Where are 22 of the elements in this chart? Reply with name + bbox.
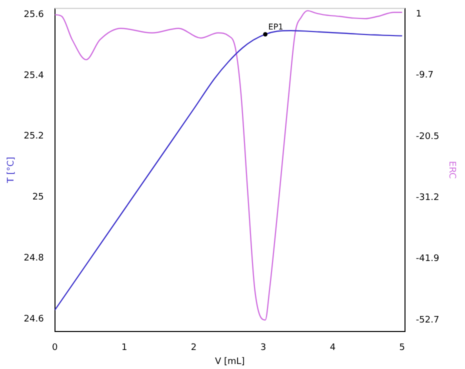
y2-tick-label: -31.2 (416, 192, 440, 203)
x-tick-label: 1 (121, 343, 128, 354)
annotation: EP1 (268, 22, 284, 32)
y-tick-label: 25.6 (24, 10, 44, 20)
y2-axis-title: ERC (446, 161, 456, 179)
y-tick-label: 25 (32, 192, 44, 203)
y2-tick-label: -20.5 (416, 132, 440, 142)
y2-tick-label: -52.7 (416, 315, 440, 326)
y-tick-label: 24.8 (24, 254, 44, 264)
y-tick-label: 25.2 (24, 132, 44, 142)
x-tick-label: 5 (399, 343, 405, 354)
y-tick-label: 24.6 (24, 314, 44, 325)
x-tick-label: 3 (260, 343, 266, 354)
x-axis-title: V [mL] (214, 356, 245, 367)
x-tick-label: 0 (52, 343, 58, 354)
x-tick-label: 2 (190, 343, 197, 354)
y-axis-title: T [°C] (6, 156, 17, 184)
y2-tick-label: 1 (416, 9, 422, 20)
y2-tick-label: -9.7 (416, 70, 434, 80)
y-tick-label: 25.4 (24, 70, 44, 81)
x-tick-label: 4 (330, 343, 336, 354)
y2-tick-label: -41.9 (416, 254, 440, 264)
